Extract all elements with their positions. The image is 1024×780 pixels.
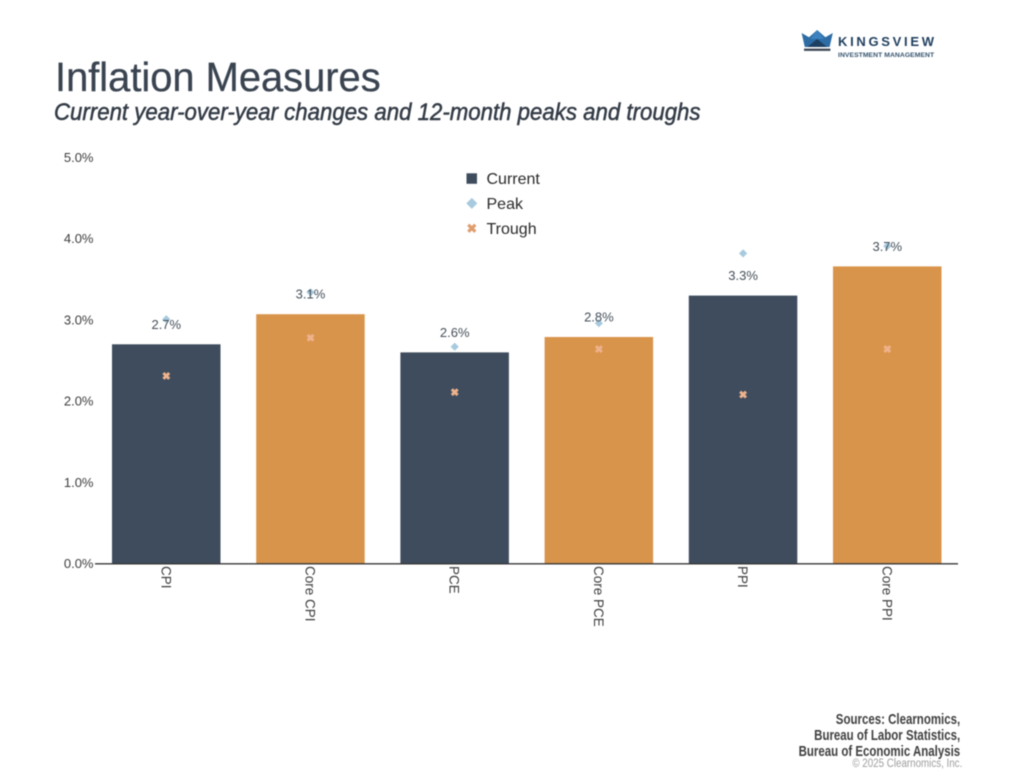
svg-text:2.6%: 2.6%: [440, 325, 470, 340]
svg-text:2.8%: 2.8%: [584, 310, 614, 325]
svg-text:3.7%: 3.7%: [872, 239, 902, 254]
svg-text:CPI: CPI: [158, 566, 173, 589]
svg-text:2.0%: 2.0%: [64, 394, 94, 409]
svg-text:4.0%: 4.0%: [64, 231, 94, 246]
svg-text:Core PCE: Core PCE: [591, 566, 606, 627]
svg-text:Current: Current: [487, 171, 541, 188]
svg-text:1.0%: 1.0%: [64, 475, 94, 490]
svg-text:5.0%: 5.0%: [64, 150, 94, 165]
svg-text:Trough: Trough: [487, 221, 537, 238]
svg-text:3.3%: 3.3%: [728, 268, 758, 283]
svg-text:Peak: Peak: [487, 196, 524, 213]
svg-text:PCE: PCE: [447, 566, 462, 594]
svg-text:0.0%: 0.0%: [64, 556, 94, 571]
svg-text:2.7%: 2.7%: [151, 317, 181, 332]
svg-text:Core CPI: Core CPI: [303, 566, 318, 622]
svg-text:PPI: PPI: [735, 566, 750, 588]
svg-text:Core PPI: Core PPI: [879, 566, 894, 621]
svg-text:3.0%: 3.0%: [64, 312, 94, 327]
svg-text:3.1%: 3.1%: [296, 287, 326, 302]
